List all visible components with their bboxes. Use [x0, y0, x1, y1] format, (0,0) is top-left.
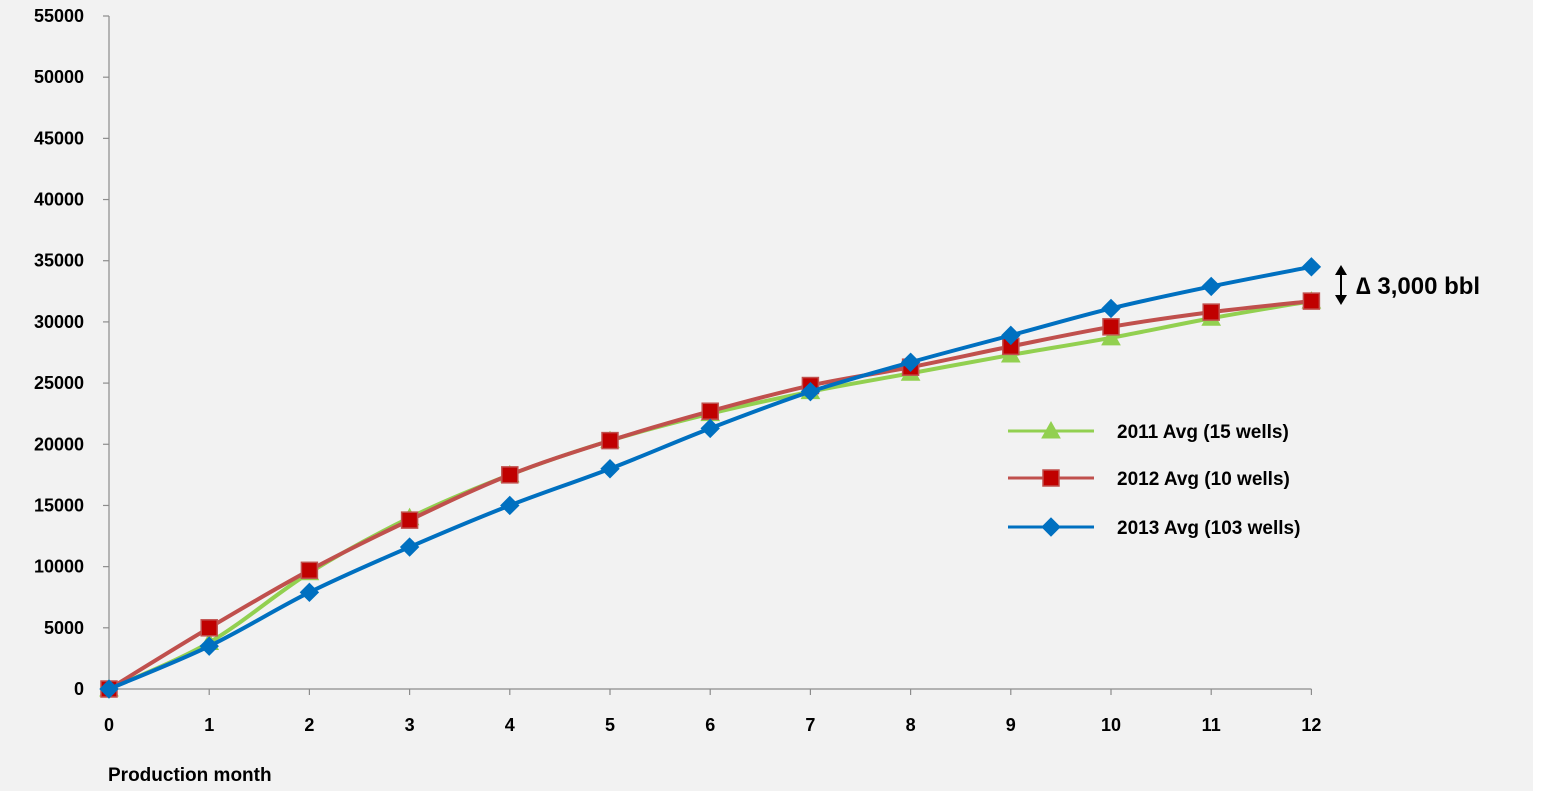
y-tick-label: 0: [74, 679, 84, 699]
data-point: [500, 495, 520, 516]
data-point: [700, 418, 720, 439]
data-point: [300, 561, 319, 580]
x-tick-label: 11: [1202, 715, 1221, 735]
y-tick-label: 50000: [34, 67, 84, 87]
legend-item: 2013 Avg (103 wells): [1008, 517, 1300, 539]
data-point: [1001, 325, 1021, 346]
y-tick-label: 45000: [34, 128, 84, 148]
x-tick-label: 8: [906, 715, 916, 735]
data-point: [1101, 327, 1121, 346]
data-point: [299, 582, 320, 603]
x-tick-label: 3: [405, 715, 415, 735]
legend-item: 2012 Avg (10 wells): [1008, 469, 1290, 490]
x-tick-label: 12: [1301, 715, 1321, 735]
arrow-head-down: [1335, 295, 1347, 305]
series-line: [108, 299, 1312, 691]
data-point: [800, 381, 821, 402]
data-point: [701, 402, 719, 420]
x-tick-label: 10: [1101, 715, 1121, 735]
data-point: [1302, 292, 1321, 310]
data-point: [501, 466, 519, 484]
legend-label: 2012 Avg (10 wells): [1117, 469, 1290, 490]
legend-label: 2013 Avg (103 wells): [1117, 518, 1300, 539]
legend-item: 2011 Avg (15 wells): [1008, 420, 1289, 443]
y-tick-label: 40000: [34, 190, 84, 210]
x-tick-label: 7: [805, 715, 815, 735]
y-tick-label: 5000: [44, 618, 84, 638]
y-axis: 0 5000 10000 15000 20000 25000 30000 35000 40000…: [34, 6, 110, 699]
y-tick-label: 20000: [34, 434, 84, 454]
plot-area: [99, 257, 1322, 699]
data-point: [99, 679, 119, 699]
right-margin: [1533, 0, 1543, 791]
data-point: [199, 636, 219, 656]
series-3: [99, 257, 1322, 699]
x-tick-label: 6: [705, 715, 715, 735]
legend: 2011 Avg (15 wells) 2012 Avg (10 wells) 20…: [1008, 420, 1300, 539]
double-arrow-vertical-icon: [1335, 265, 1347, 305]
y-tick-label: 10000: [34, 557, 84, 577]
x-tick-label: 4: [505, 715, 515, 735]
series-1: [99, 291, 1322, 697]
data-point: [1102, 318, 1120, 336]
legend-label: 2011 Avg (15 wells): [1117, 422, 1289, 443]
series-2: [100, 292, 1321, 698]
x-tick-label: 1: [204, 715, 214, 735]
data-point: [1301, 257, 1322, 277]
series-line: [107, 299, 1312, 691]
y-tick-label: 25000: [34, 373, 84, 393]
x-tick-label: 0: [104, 715, 114, 735]
x-axis-title: Production month: [108, 765, 272, 786]
x-axis: 0 1 2 3 4 5 6 7 8 9 10 11 12: [104, 688, 1321, 735]
data-point: [1101, 298, 1121, 319]
legend-marker: [1041, 420, 1061, 439]
x-tick-label: 5: [605, 715, 615, 735]
data-point: [601, 431, 619, 450]
y-tick-label: 30000: [34, 312, 84, 332]
data-point: [399, 537, 420, 557]
data-point: [1202, 303, 1220, 321]
legend-marker: [1042, 469, 1060, 487]
y-tick-label: 35000: [34, 251, 84, 271]
x-tick-label: 9: [1006, 715, 1016, 735]
x-tick-label: 2: [304, 715, 314, 735]
delta-annotation: ∆ 3,000 bbl: [1335, 265, 1480, 305]
data-point: [600, 459, 620, 479]
legend-marker: [1041, 517, 1061, 537]
delta-label: ∆ 3,000 bbl: [1356, 273, 1480, 300]
data-point: [200, 619, 218, 637]
y-tick-label: 15000: [34, 495, 84, 515]
y-tick-label: 55000: [34, 6, 84, 26]
data-point: [400, 511, 419, 529]
arrow-head-up: [1335, 265, 1347, 275]
data-point: [900, 352, 921, 372]
data-point: [1201, 276, 1221, 297]
